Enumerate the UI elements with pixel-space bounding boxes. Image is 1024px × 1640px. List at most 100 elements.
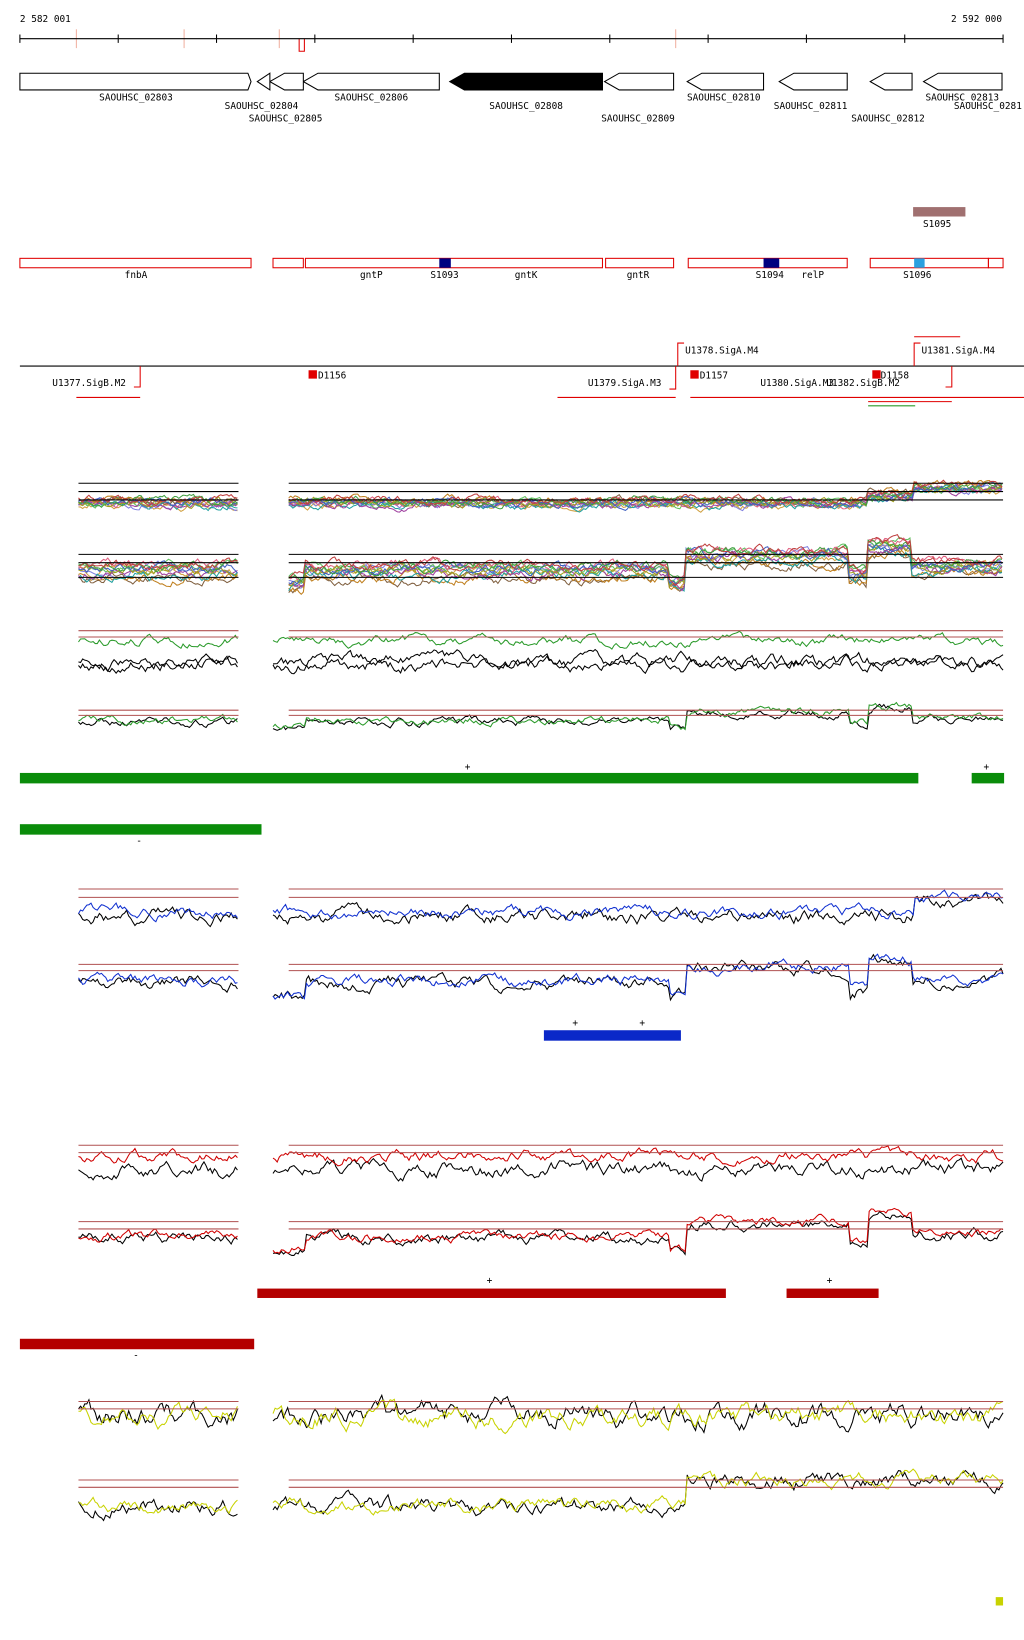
- legend-square: [995, 1597, 1004, 1606]
- feature-box: [605, 257, 675, 269]
- promoter-label: D1157: [700, 371, 728, 382]
- scale-start: 2 582 001: [20, 14, 71, 25]
- promoter-flag: [945, 366, 953, 388]
- segment-bar: [19, 824, 262, 835]
- signal-line: [78, 971, 238, 988]
- strand-mark: +: [572, 1018, 578, 1029]
- promoter-flag: [913, 342, 921, 367]
- promoter-flag: [669, 366, 677, 390]
- promoter-label: U1382.SigB.M2: [826, 378, 900, 389]
- signal-line: [272, 1207, 1004, 1254]
- feature-label: S1094: [756, 270, 785, 281]
- gene-label: SAOUHSC_02813: [925, 92, 999, 103]
- gene-label: SAOUHSC_02806: [335, 92, 409, 103]
- segment-bar: [971, 772, 1005, 784]
- signal-line: [288, 481, 1003, 510]
- signal-line: [78, 571, 238, 587]
- feature-label: gntP: [360, 270, 383, 281]
- promoter-label: U1379.SigA.M3: [588, 378, 662, 389]
- feature-box: [913, 207, 966, 217]
- gene-arrow: [869, 72, 913, 91]
- promoter-label: D1158: [881, 371, 910, 382]
- signal-line: [78, 902, 238, 923]
- signal-line: [272, 703, 1004, 731]
- signal-line: [78, 557, 238, 571]
- signal-line: [272, 701, 1004, 731]
- gene-label: SAOUHSC_02809: [601, 113, 675, 124]
- signal-line: [272, 1393, 1004, 1434]
- strand-mark: +: [983, 762, 989, 773]
- strand-mark: +: [487, 1275, 493, 1286]
- signal-line: [78, 1498, 238, 1522]
- promoter-flag: [133, 366, 141, 388]
- signal-line: [288, 544, 1003, 585]
- signal-line: [78, 1231, 238, 1246]
- gene-label: SAOUHSC_02810: [687, 92, 761, 103]
- segment-bar: [19, 772, 919, 784]
- segment-bar: [257, 1288, 726, 1298]
- promoter-box: [308, 370, 317, 379]
- signal-line: [78, 1147, 238, 1164]
- feature-box: [19, 257, 252, 269]
- promoter-label: U1378.SigA.M4: [685, 346, 759, 357]
- gene-label: SAOUHSC_02811: [774, 101, 848, 112]
- segment-bar: [19, 1338, 255, 1350]
- feature-label: relP: [801, 270, 824, 281]
- gene-arrow: [19, 72, 252, 91]
- signal-line: [288, 534, 1003, 587]
- signal-line: [272, 1145, 1004, 1167]
- signal-line: [78, 974, 238, 994]
- signal-line: [272, 630, 1004, 650]
- segment-bar: [786, 1288, 879, 1298]
- feature-label: S1096: [903, 270, 932, 281]
- scale-end: 2 592 000: [951, 14, 1002, 25]
- signal-line: [272, 953, 1004, 1000]
- signal-line: [78, 716, 238, 729]
- scale-mark: [298, 38, 305, 52]
- signal-line: [272, 891, 1004, 926]
- feature-box: [272, 257, 304, 269]
- promoter-label: U1380.SigA.M3: [760, 378, 834, 389]
- strand-mark: +: [827, 1275, 833, 1286]
- feature-label: gntK: [515, 270, 538, 281]
- feature-box: [914, 258, 925, 268]
- gene-label: SAOUHSC_0281: [954, 101, 1022, 112]
- gene-arrow: [268, 72, 304, 91]
- strand-mark: +: [465, 762, 471, 773]
- signal-line: [272, 1398, 1004, 1435]
- gene-arrow: [302, 72, 440, 91]
- gene-arrow: [686, 72, 765, 91]
- signal-line: [78, 906, 238, 928]
- strand-mark: -: [136, 836, 142, 847]
- promoter-label: D1156: [318, 371, 347, 382]
- feature-box: [304, 257, 603, 269]
- promoter-label: U1377.SigB.M2: [52, 378, 126, 389]
- gene-label: SAOUHSC_02803: [99, 92, 173, 103]
- signal-line: [78, 1401, 238, 1430]
- gene-arrow: [922, 72, 1003, 91]
- gene-label: SAOUHSC_02808: [489, 101, 563, 112]
- strand-mark: -: [133, 1351, 139, 1362]
- signal-line: [288, 484, 1003, 513]
- promoter-box: [690, 370, 699, 379]
- strand-mark: +: [639, 1018, 645, 1029]
- signal-line: [272, 1157, 1004, 1182]
- feature-box: [763, 258, 780, 268]
- signal-line: [78, 1160, 238, 1181]
- feature-label: fnbA: [125, 270, 148, 281]
- gene-label: SAOUHSC_02812: [851, 113, 925, 124]
- tracks: 2 582 001 2 592 000 SAOUHSC_02803 SAOUHS…: [19, 14, 1024, 1606]
- feature-box: [439, 258, 451, 268]
- signal-line: [78, 493, 238, 508]
- signal-line: [288, 537, 1003, 582]
- promoter-flag: [677, 342, 685, 367]
- feature-label: S1093: [430, 270, 458, 281]
- signal-line: [78, 713, 238, 726]
- signal-line: [78, 500, 238, 512]
- signal-line: [78, 1398, 238, 1428]
- signal-line: [78, 562, 238, 577]
- signal-line: [78, 633, 238, 650]
- signal-line: [78, 653, 238, 673]
- gene-label: SAOUHSC_02804: [225, 101, 299, 112]
